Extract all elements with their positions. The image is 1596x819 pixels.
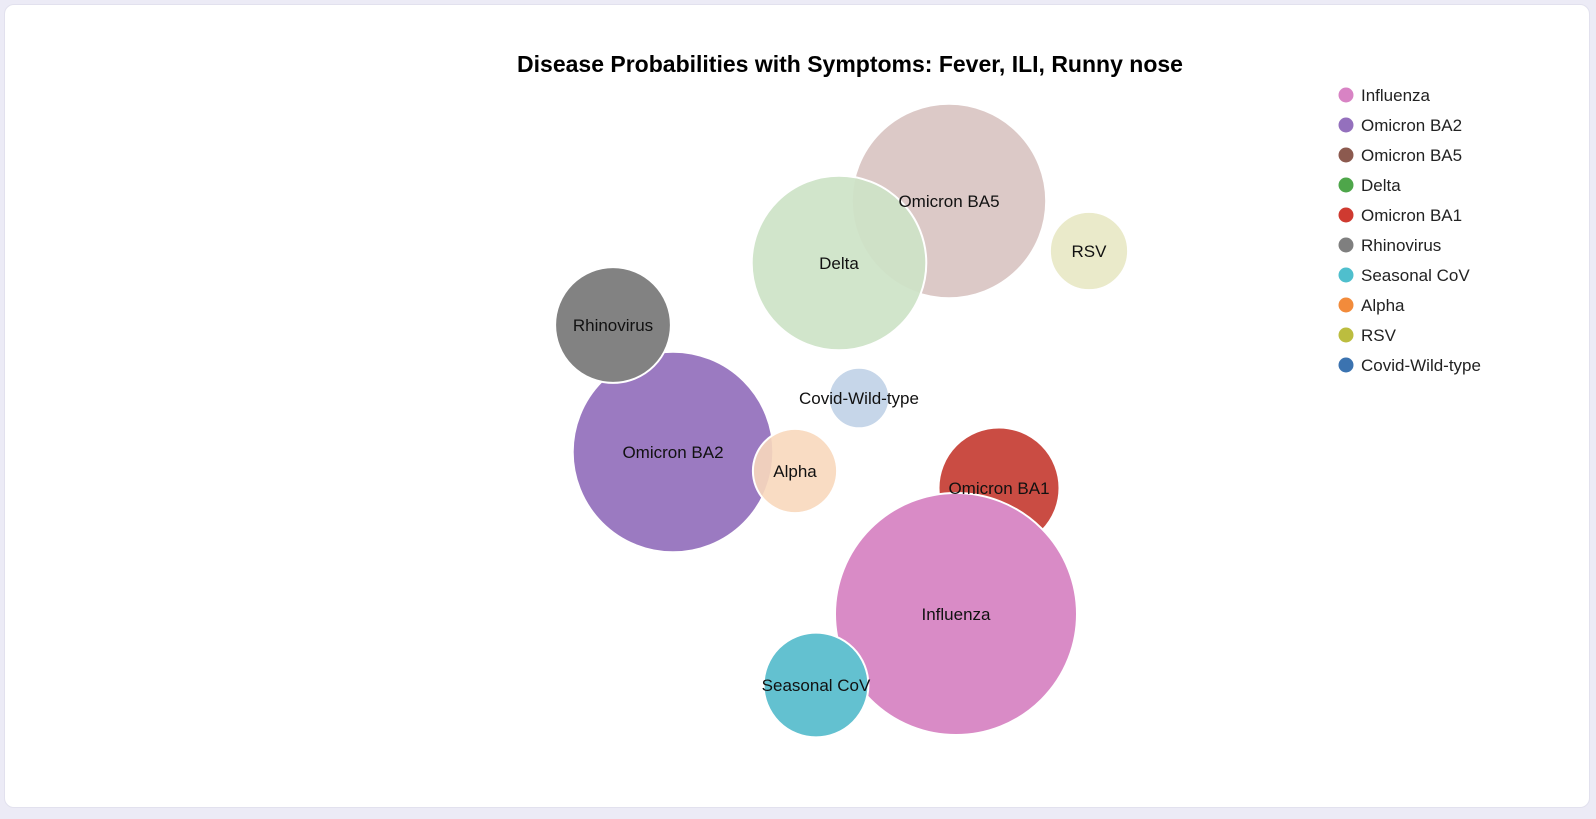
legend-label-omicron-ba5: Omicron BA5	[1361, 146, 1462, 165]
legend-label-delta: Delta	[1361, 176, 1401, 195]
bubble-label-influenza: Influenza	[922, 605, 992, 624]
legend-swatch-omicron-ba1	[1338, 207, 1354, 223]
legend-item-alpha[interactable]: Alpha	[1338, 296, 1406, 315]
bubble-rhinovirus[interactable]	[554, 266, 672, 384]
bubble-label-seasonal-cov: Seasonal CoV	[762, 676, 871, 695]
legend-swatch-influenza	[1338, 87, 1354, 103]
bubble-label-layer: Omicron BA5 Delta RSV Omicron BA2 Rhinovirus…	[573, 192, 1107, 695]
legend-item-omicron-ba5[interactable]: Omicron BA5	[1338, 146, 1463, 165]
legend-label-omicron-ba2: Omicron BA2	[1361, 116, 1462, 135]
bubble-label-covid-wild-type: Covid-Wild-type	[799, 389, 919, 408]
legend-item-rhinovirus[interactable]: Rhinovirus	[1338, 236, 1442, 255]
bubble-rsv[interactable]	[1048, 210, 1130, 292]
bubble-label-omicron-ba1: Omicron BA1	[948, 479, 1049, 498]
legend: Influenza Omicron BA2 Omicron BA5 Delta Omic…	[1338, 86, 1481, 375]
bubble-layer	[554, 102, 1130, 739]
bubble-influenza[interactable]	[834, 492, 1078, 736]
legend-item-covid-wild-type[interactable]: Covid-Wild-type	[1338, 356, 1481, 375]
legend-swatch-omicron-ba5	[1338, 147, 1354, 163]
legend-item-delta[interactable]: Delta	[1338, 176, 1402, 195]
legend-swatch-rhinovirus	[1338, 237, 1354, 253]
legend-label-alpha: Alpha	[1361, 296, 1405, 315]
chart-card: Disease Probabilities with Symptoms: Fev…	[4, 4, 1590, 808]
bubble-alpha[interactable]	[751, 427, 839, 515]
legend-label-seasonal-cov: Seasonal CoV	[1361, 266, 1470, 285]
legend-label-omicron-ba1: Omicron BA1	[1361, 206, 1462, 225]
legend-item-omicron-ba1[interactable]: Omicron BA1	[1338, 206, 1463, 225]
legend-swatch-seasonal-cov	[1338, 267, 1354, 283]
legend-label-rsv: RSV	[1361, 326, 1397, 345]
legend-label-covid-wild-type: Covid-Wild-type	[1361, 356, 1481, 375]
legend-item-influenza[interactable]: Influenza	[1338, 86, 1431, 105]
bubble-covid-wild-type[interactable]	[827, 366, 891, 430]
legend-swatch-alpha	[1338, 297, 1354, 313]
legend-item-rsv[interactable]: RSV	[1338, 326, 1397, 345]
legend-item-seasonal-cov[interactable]: Seasonal CoV	[1338, 266, 1471, 285]
legend-swatch-rsv	[1338, 327, 1354, 343]
bubble-label-delta: Delta	[819, 254, 859, 273]
legend-label-rhinovirus: Rhinovirus	[1361, 236, 1441, 255]
bubble-seasonal-cov[interactable]	[762, 631, 870, 739]
bubble-label-omicron-ba5: Omicron BA5	[898, 192, 999, 211]
bubble-chart: Disease Probabilities with Symptoms: Fev…	[517, 51, 1481, 739]
bubble-label-omicron-ba2: Omicron BA2	[622, 443, 723, 462]
bubble-delta[interactable]	[750, 174, 928, 352]
bubble-label-alpha: Alpha	[773, 462, 817, 481]
bubble-label-rhinovirus: Rhinovirus	[573, 316, 653, 335]
legend-swatch-covid-wild-type	[1338, 357, 1354, 373]
legend-swatch-delta	[1338, 177, 1354, 193]
bubble-label-rsv: RSV	[1072, 242, 1108, 261]
chart-title: Disease Probabilities with Symptoms: Fev…	[517, 51, 1183, 77]
legend-item-omicron-ba2[interactable]: Omicron BA2	[1338, 116, 1463, 135]
legend-label-influenza: Influenza	[1361, 86, 1431, 105]
legend-swatch-omicron-ba2	[1338, 117, 1354, 133]
